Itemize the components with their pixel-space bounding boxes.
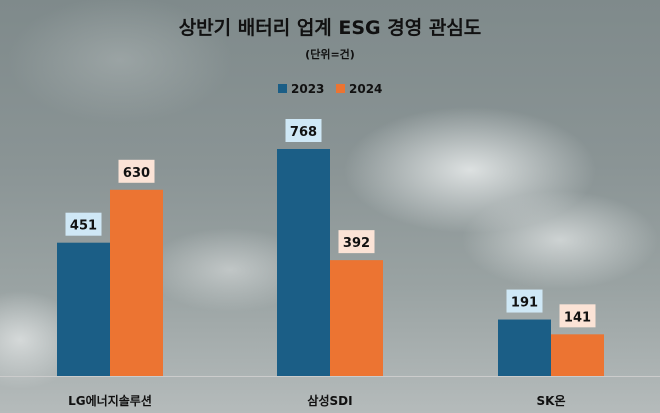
bar-2024: [551, 334, 604, 376]
data-label-bg: [118, 159, 155, 183]
x-tick-label: 삼성SDI: [307, 393, 352, 408]
data-label: 191: [511, 296, 538, 311]
data-label-bg: [65, 212, 102, 236]
data-label: 451: [70, 219, 97, 234]
chart-title: 상반기 배터리 업계 ESG 경영 관심도: [179, 17, 482, 39]
data-label-bg: [338, 230, 375, 254]
legend-swatch-2023: [278, 84, 287, 93]
legend-label-2023: 2023: [291, 82, 324, 96]
data-label-bg: [559, 304, 596, 328]
chart-subtitle: (단위=건): [305, 47, 355, 61]
data-label-bg: [285, 119, 322, 142]
data-label-bg: [506, 289, 543, 313]
x-tick-label: LG에너지솔루션: [68, 393, 152, 408]
legend: 2023 2024: [278, 82, 382, 96]
x-tick-label: SK온: [537, 393, 566, 408]
bar-2023: [277, 149, 330, 376]
legend-label-2024: 2024: [349, 82, 382, 96]
bar-2023: [57, 242, 110, 376]
bar-2023: [498, 319, 551, 376]
bar-2024: [330, 260, 383, 376]
legend-swatch-2024: [336, 84, 345, 93]
data-label: 392: [343, 236, 370, 251]
data-label: 768: [290, 125, 317, 140]
bar-2024: [110, 189, 163, 376]
data-label: 141: [564, 310, 591, 325]
data-label: 630: [123, 166, 150, 181]
